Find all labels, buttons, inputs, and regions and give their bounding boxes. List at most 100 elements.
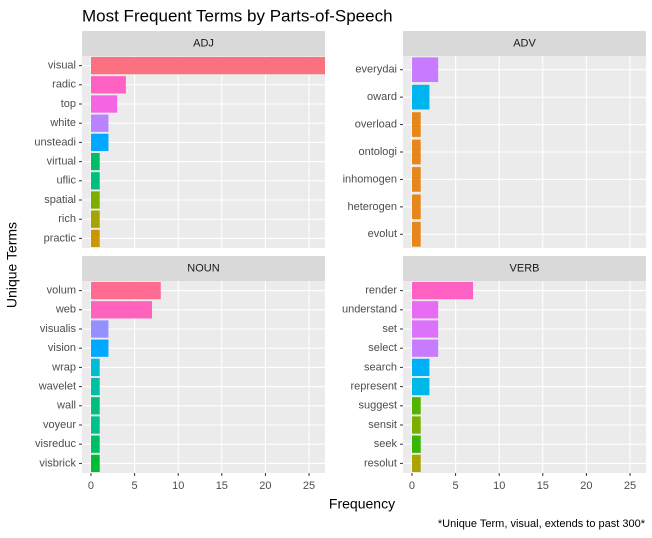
y-tick-label: visual — [48, 60, 76, 72]
bar — [411, 281, 474, 300]
bar — [90, 281, 161, 300]
y-tick-label: suggest — [358, 400, 397, 412]
y-tick-label: resolut — [364, 457, 397, 469]
bar — [411, 416, 421, 434]
x-tick-label: 25 — [303, 480, 315, 492]
y-tick-label: radic — [52, 79, 76, 91]
strip — [82, 256, 325, 281]
bar — [90, 416, 100, 434]
bar — [90, 435, 100, 453]
bar — [411, 397, 421, 415]
x-tick-label: 15 — [216, 480, 228, 492]
y-tick-label: practic — [44, 232, 77, 244]
bar — [411, 57, 439, 83]
y-tick-label: inhomogen — [343, 173, 397, 185]
bar — [90, 229, 100, 248]
bar — [90, 454, 100, 473]
bar — [90, 56, 325, 75]
bar — [90, 95, 118, 113]
bar — [411, 221, 421, 247]
y-tick-label: wavelet — [38, 381, 76, 393]
y-tick-label: seek — [374, 438, 398, 450]
chart-title: Most Frequent Terms by Parts-of-Speech — [82, 6, 393, 25]
strip — [403, 256, 646, 281]
x-tick-label: 0 — [88, 480, 94, 492]
bar — [90, 320, 109, 338]
x-tick-label: 10 — [172, 480, 184, 492]
y-tick-label: render — [365, 285, 397, 297]
bar — [90, 358, 100, 377]
y-tick-label: set — [382, 323, 397, 335]
bar — [90, 210, 100, 228]
x-tick-label: 5 — [132, 480, 138, 492]
y-tick-label: heterogen — [347, 201, 397, 213]
bar — [411, 435, 421, 453]
y-tick-label: visualis — [40, 323, 77, 335]
y-tick-label: understand — [342, 304, 397, 316]
y-tick-label: represent — [351, 381, 397, 393]
bar — [411, 167, 421, 192]
y-tick-label: select — [368, 342, 397, 354]
x-tick-label: 25 — [624, 480, 636, 492]
bar — [90, 339, 109, 357]
panel — [403, 281, 646, 473]
y-tick-label: wrap — [51, 361, 76, 373]
y-tick-label: ontologi — [358, 146, 397, 158]
x-axis-title: Frequency — [329, 496, 395, 512]
bar — [411, 301, 439, 319]
strip-title: ADJ — [193, 37, 214, 49]
y-tick-label: rich — [58, 213, 76, 225]
bar — [90, 397, 100, 415]
bar — [411, 84, 430, 110]
strip-title: NOUN — [187, 262, 219, 274]
panel-marks — [403, 281, 646, 473]
caption: *Unique Term, visual, extends to past 30… — [438, 518, 646, 530]
y-axis-title: Unique Terms — [4, 222, 20, 308]
y-tick-label: top — [61, 98, 76, 110]
bar — [411, 377, 430, 396]
x-tick-label: 0 — [409, 480, 415, 492]
bar — [90, 301, 153, 319]
y-tick-label: web — [55, 304, 76, 316]
panel-marks — [82, 281, 325, 473]
bar — [411, 320, 439, 338]
y-tick-label: vision — [48, 342, 76, 354]
bar — [411, 194, 421, 220]
y-tick-label: wall — [56, 400, 76, 412]
y-tick-label: spatial — [44, 194, 76, 206]
bar — [90, 172, 100, 190]
x-tick-label: 15 — [537, 480, 549, 492]
bar — [90, 133, 109, 152]
panel-marks — [82, 56, 325, 248]
strip — [403, 31, 646, 56]
x-tick-label: 10 — [493, 480, 505, 492]
strip-title: ADV — [513, 37, 536, 49]
y-tick-label: oward — [367, 91, 397, 103]
x-tick-label: 20 — [580, 480, 592, 492]
y-tick-label: sensit — [368, 419, 397, 431]
y-tick-label: unsteadi — [34, 136, 76, 148]
y-tick-label: white — [49, 117, 76, 129]
x-tick-label: 5 — [453, 480, 459, 492]
y-tick-label: overload — [355, 118, 397, 130]
bar — [90, 377, 100, 396]
bar — [411, 358, 430, 377]
bar — [90, 191, 100, 209]
y-tick-label: virtual — [47, 156, 76, 168]
strip — [82, 31, 325, 56]
y-tick-label: uflic — [56, 175, 76, 187]
panel-marks — [403, 56, 646, 248]
strip-title: VERB — [510, 262, 540, 274]
bar — [411, 139, 421, 165]
bar — [411, 339, 439, 357]
bar — [90, 114, 109, 132]
bar — [411, 112, 421, 137]
bar — [411, 454, 421, 473]
y-tick-label: search — [364, 361, 397, 373]
bar — [90, 152, 100, 171]
bar — [90, 76, 126, 94]
y-tick-label: visreduc — [35, 438, 76, 450]
y-tick-label: visbrick — [39, 457, 76, 469]
x-tick-label: 20 — [259, 480, 271, 492]
